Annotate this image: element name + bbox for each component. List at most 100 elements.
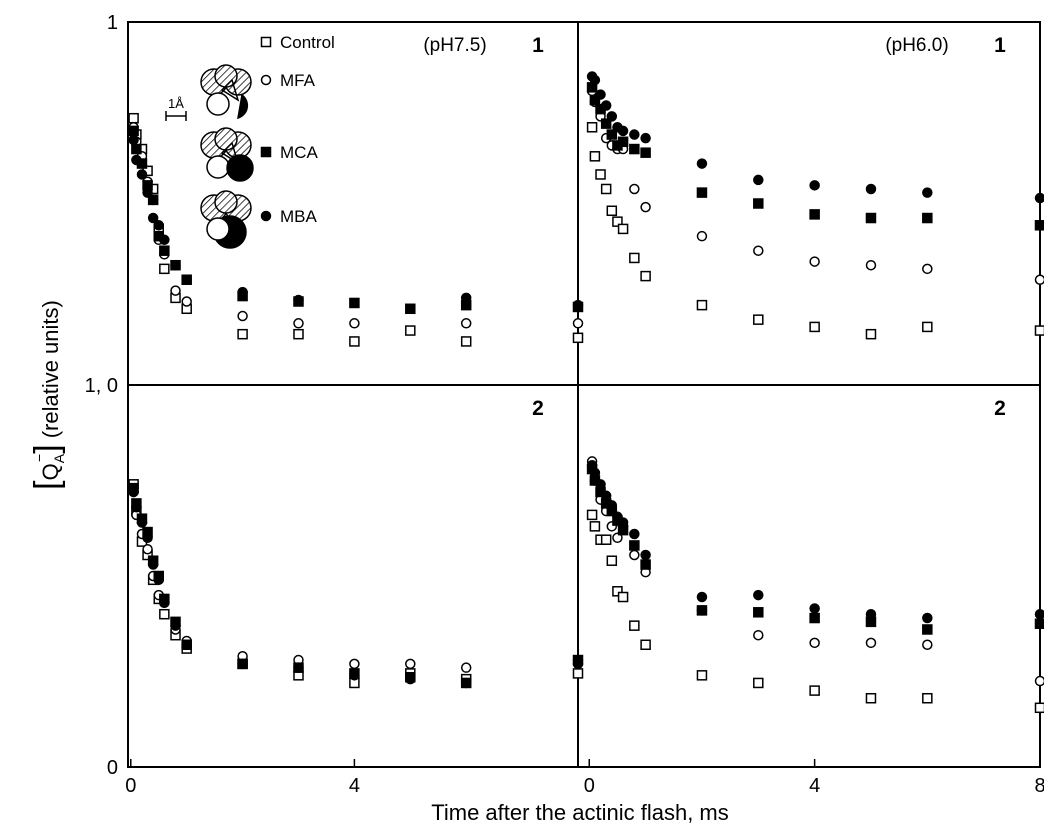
data-point xyxy=(238,288,247,297)
data-point xyxy=(923,214,932,223)
legend-label: MFA xyxy=(280,71,316,90)
data-point xyxy=(619,518,628,527)
data-point xyxy=(294,330,303,339)
data-point xyxy=(182,640,191,649)
data-point xyxy=(697,188,706,197)
data-point xyxy=(462,293,471,302)
annotation: (pH6.0) xyxy=(885,35,948,56)
data-point xyxy=(406,304,415,313)
data-point xyxy=(630,550,639,559)
data-point xyxy=(406,326,415,335)
data-point xyxy=(619,593,628,602)
x-axis-title: Time after the actinic flash, ms xyxy=(431,800,729,825)
data-point xyxy=(160,264,169,273)
data-point xyxy=(697,593,706,602)
data-point xyxy=(129,126,138,135)
panel-label: 1 xyxy=(532,34,544,57)
data-point xyxy=(238,312,247,321)
data-point xyxy=(350,659,359,668)
data-point xyxy=(596,90,605,99)
data-point xyxy=(630,541,639,550)
data-point xyxy=(294,296,303,305)
legend-marker xyxy=(262,38,271,47)
data-point xyxy=(350,671,359,680)
data-point xyxy=(641,560,650,569)
y-label-subscript: A xyxy=(51,453,67,463)
data-point xyxy=(149,560,158,569)
data-point xyxy=(1036,610,1044,619)
data-point xyxy=(596,170,605,179)
data-point xyxy=(923,640,932,649)
data-point xyxy=(1036,326,1044,335)
data-point xyxy=(143,533,152,542)
data-point xyxy=(182,297,191,306)
data-point xyxy=(866,261,875,270)
data-point xyxy=(1036,677,1044,686)
data-point xyxy=(641,134,650,143)
data-point xyxy=(923,322,932,331)
data-point xyxy=(810,604,819,613)
legend-label: Control xyxy=(280,33,335,52)
data-point xyxy=(590,76,599,85)
data-point xyxy=(129,114,138,123)
data-point xyxy=(923,694,932,703)
data-point xyxy=(641,640,650,649)
data-point xyxy=(406,675,415,684)
data-point xyxy=(238,330,247,339)
data-point xyxy=(619,224,628,233)
data-point xyxy=(350,319,359,328)
data-point xyxy=(602,535,611,544)
data-point xyxy=(630,130,639,139)
data-point xyxy=(810,686,819,695)
data-point xyxy=(810,614,819,623)
data-point xyxy=(350,298,359,307)
data-point xyxy=(129,135,138,144)
data-point xyxy=(697,159,706,168)
data-point xyxy=(602,101,611,110)
data-point xyxy=(588,510,597,519)
data-point xyxy=(143,188,152,197)
panel-frame xyxy=(128,385,578,767)
data-point xyxy=(171,261,180,270)
data-point xyxy=(754,246,763,255)
y-tick-label: 1 xyxy=(107,12,118,34)
data-point xyxy=(630,184,639,193)
data-point xyxy=(923,614,932,623)
legend-label: MCA xyxy=(280,143,318,162)
legend-marker xyxy=(262,76,271,85)
x-tick-label: 4 xyxy=(349,775,360,797)
data-point xyxy=(590,522,599,531)
data-point xyxy=(866,694,875,703)
panel-label: 2 xyxy=(532,397,544,420)
data-point xyxy=(132,503,141,512)
data-point xyxy=(588,123,597,132)
y-label-symbol: Q xyxy=(38,463,63,480)
data-point xyxy=(143,545,152,554)
y-tick-label: 1, 0 xyxy=(85,375,118,397)
y-label-units: (relative units) xyxy=(38,300,63,438)
data-point xyxy=(171,286,180,295)
panel-label: 1 xyxy=(994,34,1006,57)
data-point xyxy=(754,591,763,600)
data-point xyxy=(607,112,616,121)
data-point xyxy=(590,152,599,161)
data-point xyxy=(697,232,706,241)
data-point xyxy=(129,487,138,496)
data-point xyxy=(754,199,763,208)
data-point xyxy=(574,659,583,668)
data-point xyxy=(866,610,875,619)
y-axis-title: [QA−](relative units) xyxy=(28,300,67,490)
data-point xyxy=(294,319,303,328)
data-point xyxy=(923,625,932,634)
data-point xyxy=(619,137,628,146)
data-point xyxy=(160,610,169,619)
data-point xyxy=(160,598,169,607)
data-point xyxy=(137,170,146,179)
data-point xyxy=(641,272,650,281)
data-point xyxy=(137,518,146,527)
data-point xyxy=(1036,619,1044,628)
legend-marker xyxy=(262,148,271,157)
data-point xyxy=(574,669,583,678)
data-point xyxy=(462,678,471,687)
data-point xyxy=(596,480,605,489)
